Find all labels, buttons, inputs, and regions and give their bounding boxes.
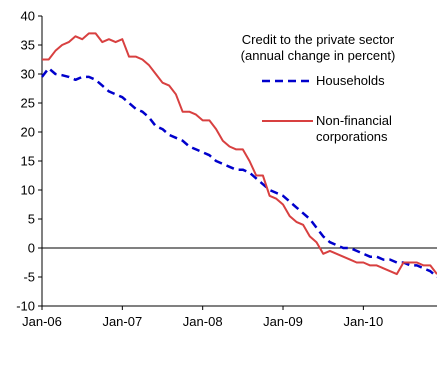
y-tick-label: 15 [21,154,35,169]
series-line-households [41,66,437,278]
x-tick-label: Jan-09 [263,314,303,329]
legend-label-non-financial-corporations: Non-financial corporations [316,113,392,144]
x-tick-label: Jan-07 [102,314,142,329]
series-line-non-financial-corporations [42,32,437,276]
y-tick-label: 40 [21,9,35,24]
y-tick-label: 5 [28,212,35,227]
legend-label-households: Households [316,73,385,88]
legend: Credit to the private sector (annual cha… [241,32,396,144]
chart-subtitle: (annual change in percent) [241,48,396,63]
y-tick-label: 35 [21,38,35,53]
y-tick-label: 30 [21,67,35,82]
x-tick-label: Jan-10 [343,314,383,329]
y-tick-label: -10 [16,299,35,314]
y-tick-label: 10 [21,183,35,198]
x-tick-label: Jan-06 [22,314,62,329]
y-tick-label: -5 [23,270,35,285]
legend-label-line: Non-financial [316,113,392,128]
y-tick-label: 25 [21,96,35,111]
y-tick-label: 20 [21,125,35,140]
x-tick-label: Jan-08 [183,314,223,329]
legend-label-line: corporations [316,129,388,144]
y-tick-label: 0 [28,241,35,256]
chart-title: Credit to the private sector [242,32,395,47]
series-lines [41,32,437,278]
